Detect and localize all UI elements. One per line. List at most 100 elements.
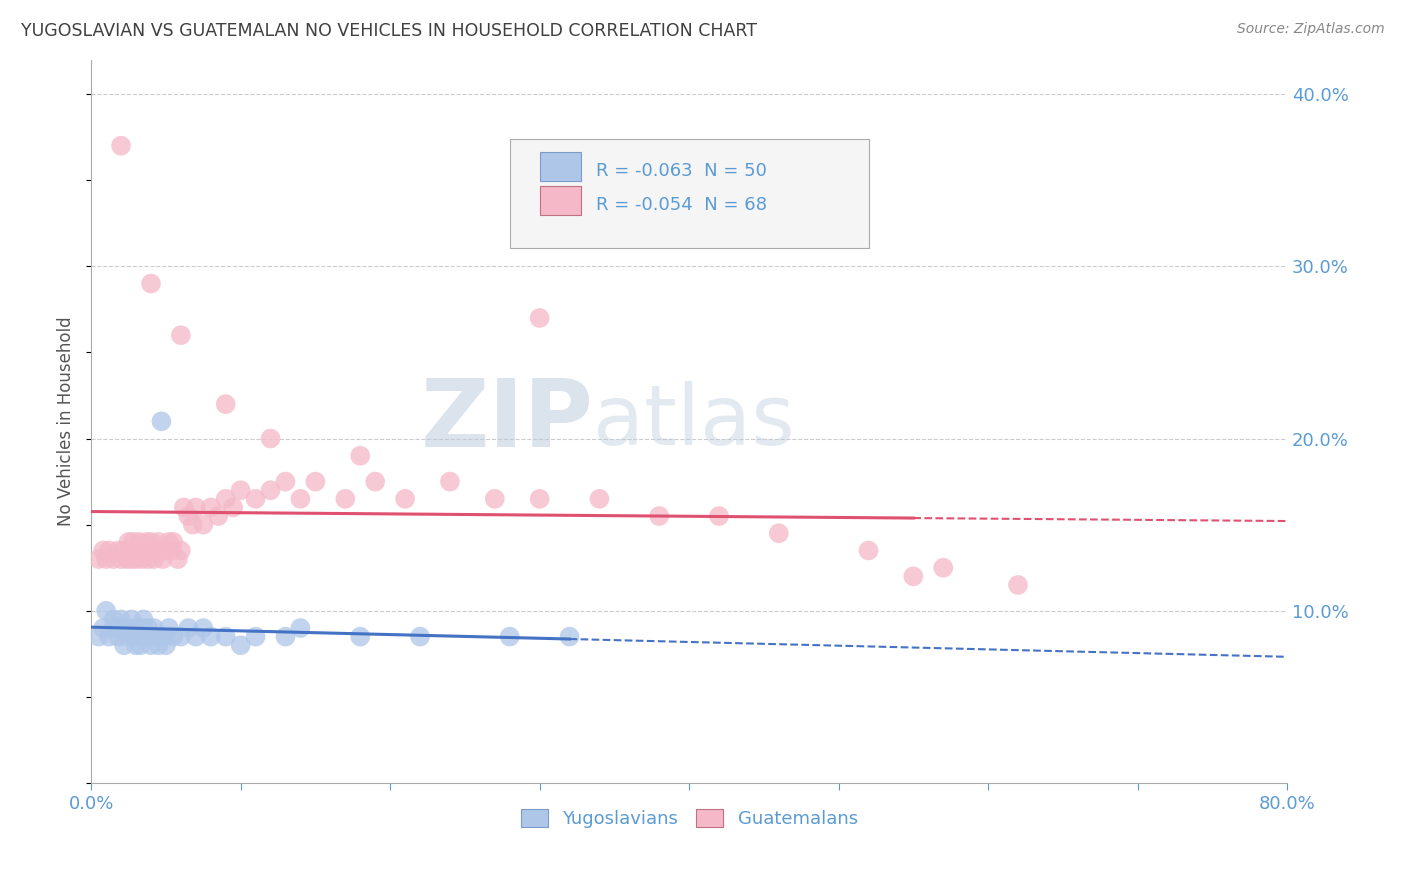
Point: [107, 630, 129, 644]
Point: [529, 491, 551, 506]
Point: [139, 630, 162, 644]
Point: [91, 621, 114, 635]
Text: YUGOSLAVIAN VS GUATEMALAN NO VEHICLES IN HOUSEHOLD CORRELATION CHART: YUGOSLAVIAN VS GUATEMALAN NO VEHICLES IN…: [21, 22, 756, 40]
Point: [903, 569, 925, 583]
Point: [259, 432, 281, 446]
Point: [112, 543, 135, 558]
Point: [125, 630, 148, 644]
Point: [160, 543, 183, 558]
Point: [215, 491, 238, 506]
Point: [103, 612, 125, 626]
Point: [146, 543, 169, 558]
Point: [207, 509, 229, 524]
Point: [499, 630, 522, 644]
Point: [150, 414, 173, 428]
Point: [290, 621, 312, 635]
Point: [157, 535, 180, 549]
Point: [335, 491, 357, 506]
Y-axis label: No Vehicles in Household: No Vehicles in Household: [58, 317, 75, 526]
Point: [245, 491, 267, 506]
Point: [94, 552, 117, 566]
Point: [139, 543, 162, 558]
Point: [529, 310, 551, 325]
Point: [439, 475, 461, 489]
Point: [409, 630, 432, 644]
Point: [87, 552, 110, 566]
Point: [135, 630, 157, 644]
Point: [87, 630, 110, 644]
Point: [142, 621, 165, 635]
Point: [364, 475, 387, 489]
Point: [103, 552, 125, 566]
Point: [162, 535, 184, 549]
Point: [259, 483, 281, 498]
Point: [125, 621, 148, 635]
Point: [184, 500, 207, 515]
Point: [110, 138, 132, 153]
Point: [152, 630, 174, 644]
Point: [588, 491, 610, 506]
Point: [152, 552, 174, 566]
Text: R = -0.063  N = 50: R = -0.063 N = 50: [596, 162, 766, 180]
Point: [229, 638, 252, 652]
Point: [162, 630, 184, 644]
Text: atlas: atlas: [593, 381, 796, 462]
Point: [128, 535, 150, 549]
Point: [150, 543, 173, 558]
Point: [200, 630, 222, 644]
Point: [229, 483, 252, 498]
Point: [145, 630, 167, 644]
Point: [155, 543, 177, 558]
Point: [193, 621, 215, 635]
Point: [222, 500, 245, 515]
Point: [112, 621, 135, 635]
Point: [91, 543, 114, 558]
Point: [135, 535, 157, 549]
FancyBboxPatch shape: [510, 139, 869, 248]
Point: [98, 543, 121, 558]
Point: [112, 638, 135, 652]
Point: [484, 491, 506, 506]
Point: [122, 535, 145, 549]
Point: [125, 638, 148, 652]
Point: [136, 552, 159, 566]
Point: [125, 543, 148, 558]
Point: [245, 630, 267, 644]
Point: [177, 509, 200, 524]
Point: [148, 535, 170, 549]
Point: [98, 630, 121, 644]
Point: [148, 638, 170, 652]
Point: [170, 543, 193, 558]
Legend: Yugoslavians, Guatemalans: Yugoslavians, Guatemalans: [513, 802, 865, 836]
Point: [94, 604, 117, 618]
Point: [170, 630, 193, 644]
Point: [215, 630, 238, 644]
Point: [117, 621, 139, 635]
Text: ZIP: ZIP: [420, 376, 593, 467]
Bar: [540, 186, 582, 215]
Point: [110, 612, 132, 626]
Point: [1007, 578, 1029, 592]
Point: [128, 630, 150, 644]
Point: [117, 630, 139, 644]
Point: [558, 630, 581, 644]
Point: [110, 621, 132, 635]
Point: [173, 500, 195, 515]
Point: [768, 526, 790, 541]
Point: [181, 517, 204, 532]
Point: [200, 500, 222, 515]
Point: [349, 630, 371, 644]
Point: [858, 543, 880, 558]
Point: [117, 535, 139, 549]
Point: [215, 397, 238, 411]
Point: [107, 543, 129, 558]
Point: [177, 621, 200, 635]
Point: [132, 543, 155, 558]
Point: [394, 491, 416, 506]
Point: [274, 630, 297, 644]
Point: [157, 621, 180, 635]
Text: Source: ZipAtlas.com: Source: ZipAtlas.com: [1237, 22, 1385, 37]
Point: [193, 517, 215, 532]
Point: [648, 509, 671, 524]
Point: [155, 638, 177, 652]
